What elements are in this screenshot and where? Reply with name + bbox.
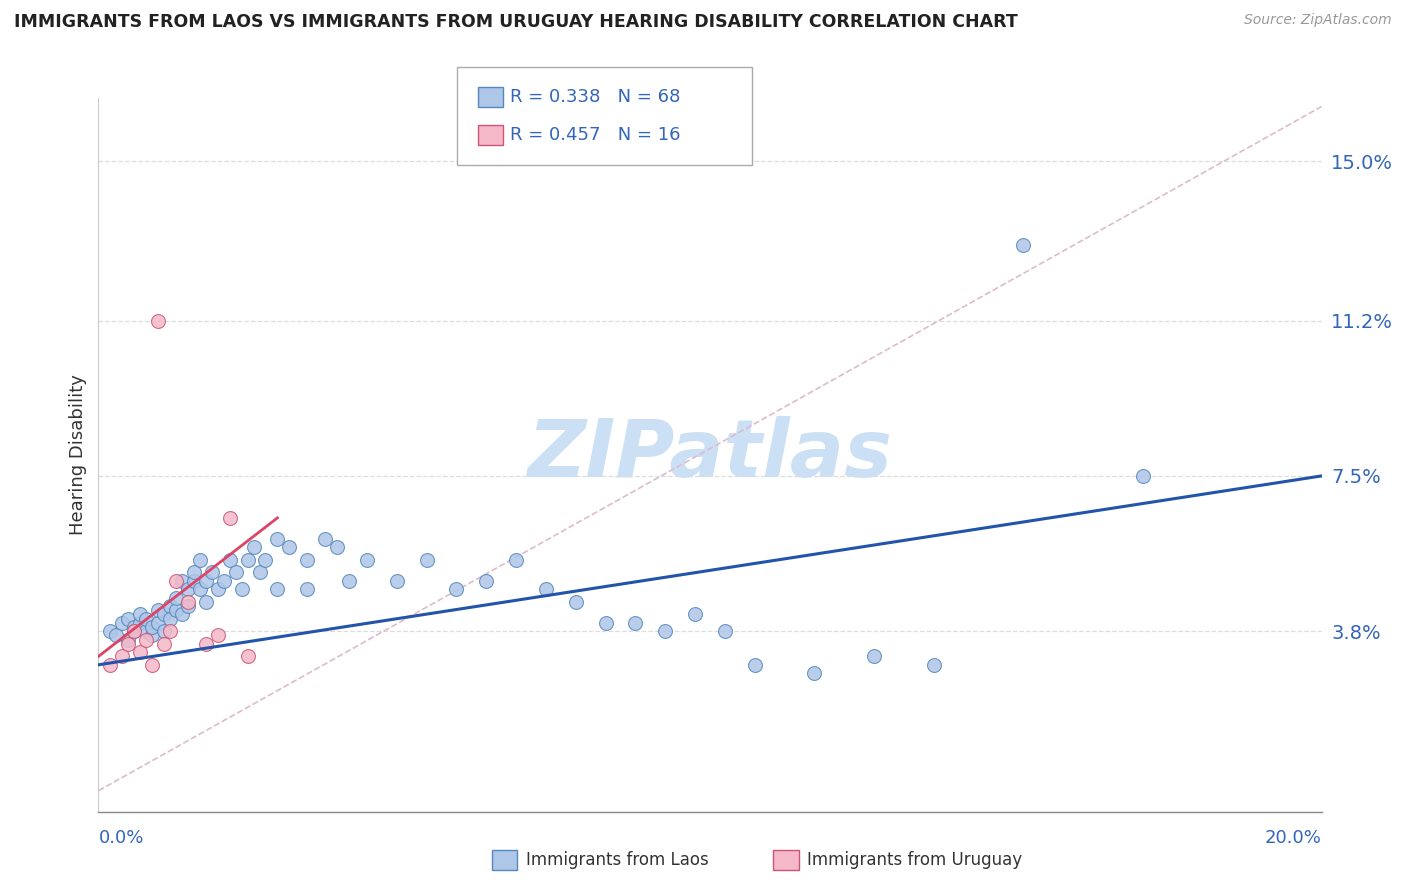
Point bbox=[129, 645, 152, 659]
Point bbox=[446, 582, 468, 597]
Point bbox=[218, 511, 240, 525]
Text: Immigrants from Laos: Immigrants from Laos bbox=[526, 851, 709, 869]
Text: R = 0.457   N = 16: R = 0.457 N = 16 bbox=[510, 126, 681, 144]
Point bbox=[194, 595, 217, 609]
Point bbox=[863, 649, 886, 664]
Point bbox=[159, 624, 181, 639]
Point bbox=[98, 657, 121, 672]
Point bbox=[129, 615, 152, 630]
Point bbox=[146, 313, 169, 327]
Point bbox=[153, 624, 176, 639]
Point bbox=[122, 624, 145, 639]
Point bbox=[183, 566, 205, 580]
Point bbox=[170, 574, 193, 588]
Point bbox=[922, 657, 945, 672]
Point bbox=[505, 553, 527, 567]
Point bbox=[654, 624, 676, 639]
Point bbox=[188, 582, 211, 597]
Point bbox=[135, 624, 157, 639]
Point bbox=[177, 595, 200, 609]
Text: ZIPatlas: ZIPatlas bbox=[527, 416, 893, 494]
Point bbox=[266, 532, 288, 546]
Point bbox=[111, 615, 134, 630]
Point bbox=[415, 553, 437, 567]
Point bbox=[165, 603, 187, 617]
Point bbox=[141, 628, 163, 642]
Text: 20.0%: 20.0% bbox=[1265, 829, 1322, 847]
Point bbox=[135, 632, 157, 647]
Point bbox=[225, 566, 247, 580]
Point bbox=[117, 637, 139, 651]
Text: R = 0.338   N = 68: R = 0.338 N = 68 bbox=[510, 88, 681, 106]
Point bbox=[385, 574, 408, 588]
Point bbox=[297, 553, 319, 567]
Point bbox=[159, 612, 181, 626]
Point bbox=[122, 624, 145, 639]
Point bbox=[170, 607, 193, 622]
Point bbox=[1132, 469, 1154, 483]
Point bbox=[249, 566, 271, 580]
Point bbox=[183, 574, 205, 588]
Point bbox=[1012, 238, 1035, 252]
Point bbox=[165, 591, 187, 605]
Point bbox=[624, 615, 647, 630]
Text: Source: ZipAtlas.com: Source: ZipAtlas.com bbox=[1244, 13, 1392, 28]
Point bbox=[135, 612, 157, 626]
Text: 0.0%: 0.0% bbox=[98, 829, 143, 847]
Point bbox=[177, 582, 200, 597]
Point bbox=[207, 582, 229, 597]
Point bbox=[146, 615, 169, 630]
Point bbox=[326, 541, 349, 555]
Point bbox=[314, 532, 336, 546]
Point bbox=[337, 574, 360, 588]
Point bbox=[165, 574, 187, 588]
Point bbox=[117, 612, 139, 626]
Point bbox=[153, 607, 176, 622]
Point bbox=[236, 553, 259, 567]
Point bbox=[534, 582, 557, 597]
Text: Immigrants from Uruguay: Immigrants from Uruguay bbox=[807, 851, 1022, 869]
Point bbox=[242, 541, 264, 555]
Point bbox=[159, 599, 181, 613]
Point bbox=[475, 574, 498, 588]
Point bbox=[254, 553, 277, 567]
Point bbox=[207, 628, 229, 642]
Point bbox=[117, 632, 139, 647]
Point bbox=[236, 649, 259, 664]
Point bbox=[98, 624, 121, 639]
Point bbox=[141, 620, 163, 634]
Point bbox=[212, 574, 235, 588]
Point bbox=[744, 657, 766, 672]
Point bbox=[129, 607, 152, 622]
Point bbox=[595, 615, 617, 630]
Point bbox=[266, 582, 288, 597]
Point bbox=[153, 637, 176, 651]
Point bbox=[231, 582, 253, 597]
Point bbox=[177, 599, 200, 613]
Point bbox=[297, 582, 319, 597]
Point bbox=[194, 637, 217, 651]
Point bbox=[201, 566, 224, 580]
Point bbox=[218, 553, 240, 567]
Point bbox=[194, 574, 217, 588]
Point bbox=[146, 603, 169, 617]
Point bbox=[714, 624, 737, 639]
Point bbox=[122, 620, 145, 634]
Point bbox=[683, 607, 706, 622]
Y-axis label: Hearing Disability: Hearing Disability bbox=[69, 375, 87, 535]
Point bbox=[803, 666, 825, 681]
Point bbox=[111, 649, 134, 664]
Text: IMMIGRANTS FROM LAOS VS IMMIGRANTS FROM URUGUAY HEARING DISABILITY CORRELATION C: IMMIGRANTS FROM LAOS VS IMMIGRANTS FROM … bbox=[14, 13, 1018, 31]
Point bbox=[188, 553, 211, 567]
Point bbox=[565, 595, 588, 609]
Point bbox=[141, 657, 163, 672]
Point bbox=[105, 628, 128, 642]
Point bbox=[356, 553, 378, 567]
Point bbox=[278, 541, 301, 555]
